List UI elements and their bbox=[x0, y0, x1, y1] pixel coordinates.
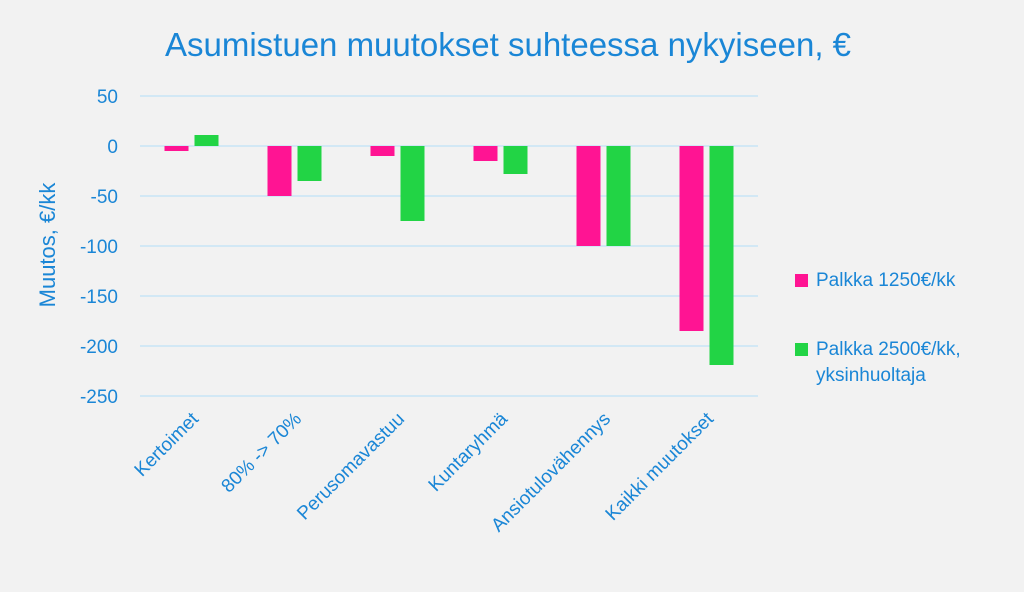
bar-series-1-0 bbox=[194, 135, 219, 146]
legend-swatch bbox=[795, 343, 808, 356]
y-axis-ticks: 50 0 -50 -100 -150 -200 -250 bbox=[80, 87, 118, 408]
legend-swatch bbox=[795, 274, 808, 287]
y-tick-label: -100 bbox=[80, 237, 118, 258]
bar-series-0-4 bbox=[576, 146, 601, 246]
gridlines bbox=[140, 95, 758, 397]
legend-label: Palkka 1250€/kk bbox=[816, 270, 956, 291]
y-tick-label: -50 bbox=[91, 187, 118, 208]
y-tick-label: 50 bbox=[97, 87, 118, 108]
y-tick-label: -250 bbox=[80, 387, 118, 408]
y-axis-label: Muutos, €/kk bbox=[35, 182, 60, 308]
bar-series-1-3 bbox=[503, 146, 528, 174]
bar-series-1-2 bbox=[400, 146, 425, 221]
bar-series-1-1 bbox=[297, 146, 322, 181]
legend: Palkka 1250€/kk Palkka 2500€/kk, yksinhuol… bbox=[795, 270, 961, 386]
x-tick-label: Kaikki muutokset bbox=[602, 408, 719, 525]
x-tick-label: 80% -> 70% bbox=[218, 409, 306, 497]
y-tick-label: 0 bbox=[107, 137, 118, 158]
bar-series-1-4 bbox=[606, 146, 631, 246]
bars bbox=[164, 135, 734, 365]
x-tick-label: Kertoimet bbox=[131, 408, 204, 481]
x-axis-ticks: Kertoimet 80% -> 70%Perusomavastuu Kuntary… bbox=[131, 408, 719, 536]
chart-title: Asumistuen muutokset suhteessa nykyiseen… bbox=[165, 26, 851, 63]
bar-series-0-0 bbox=[164, 146, 189, 151]
bar-series-0-2 bbox=[370, 146, 395, 156]
x-tick-label: Perusomavastuu bbox=[293, 409, 409, 525]
bar-series-0-1 bbox=[267, 146, 292, 196]
y-tick-label: -200 bbox=[80, 337, 118, 358]
bar-series-1-5 bbox=[709, 146, 734, 365]
x-tick-label: Kuntaryhmä bbox=[425, 408, 513, 496]
legend-label: Palkka 2500€/kk, yksinhuoltaja bbox=[816, 339, 961, 386]
y-tick-label: -150 bbox=[80, 287, 118, 308]
bar-series-0-3 bbox=[473, 146, 498, 161]
bar-series-0-5 bbox=[679, 146, 704, 331]
